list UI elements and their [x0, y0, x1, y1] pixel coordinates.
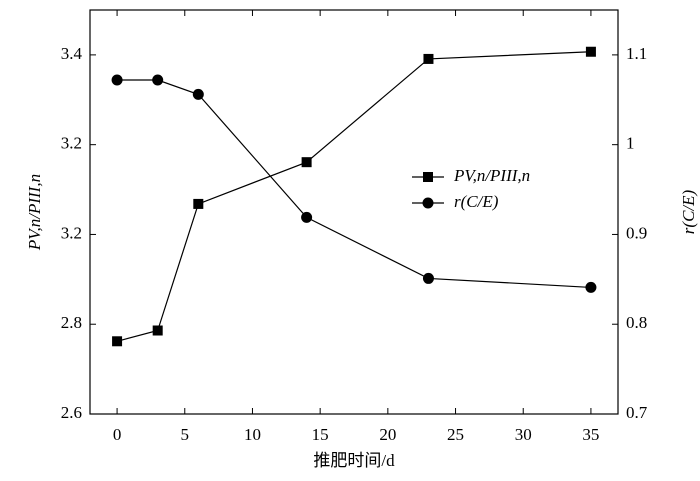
y2-tick-label: 1: [626, 134, 635, 153]
data-point: [423, 53, 434, 64]
y-tick-label: 3.2: [61, 223, 82, 242]
data-point: [585, 46, 596, 57]
data-point: [193, 198, 204, 209]
data-point: [301, 211, 313, 223]
data-point: [585, 281, 597, 293]
series-line: [117, 79, 591, 289]
y2-axis-label: r(C/E): [679, 189, 698, 234]
x-tick-label: 15: [312, 425, 329, 444]
series-line: [116, 51, 591, 342]
data-point: [422, 272, 434, 284]
x-tick-label: 30: [515, 425, 532, 444]
y2-tick-label: 0.8: [626, 313, 647, 332]
x-tick-label: 5: [181, 425, 190, 444]
data-point: [111, 74, 123, 86]
data-point: [152, 325, 163, 336]
x-tick-label: 10: [244, 425, 261, 444]
data-point: [192, 88, 204, 100]
data-point: [301, 157, 312, 168]
y-axis-label: PV,n/PIII,n: [25, 174, 44, 251]
x-tick-label: 35: [582, 425, 599, 444]
legend-label: r(C/E): [454, 192, 499, 211]
x-tick-label: 0: [113, 425, 122, 444]
y-tick-label: 3.2: [61, 134, 82, 153]
data-point: [112, 336, 123, 347]
legend-label: PV,n/PIII,n: [453, 166, 530, 185]
x-tick-label: 25: [447, 425, 464, 444]
y-tick-label: 3.4: [61, 44, 83, 63]
legend-marker: [422, 197, 434, 209]
x-axis-label: 推肥时间/d: [313, 451, 395, 470]
y2-tick-label: 1.1: [626, 44, 647, 63]
legend-marker: [423, 172, 433, 182]
y2-tick-label: 0.9: [626, 223, 647, 242]
y2-tick-label: 0.7: [626, 403, 648, 422]
plot-frame: [89, 9, 619, 415]
y-tick-label: 2.6: [61, 403, 82, 422]
x-tick-label: 20: [379, 425, 396, 444]
data-point: [152, 74, 164, 86]
y-tick-label: 2.8: [61, 313, 82, 332]
